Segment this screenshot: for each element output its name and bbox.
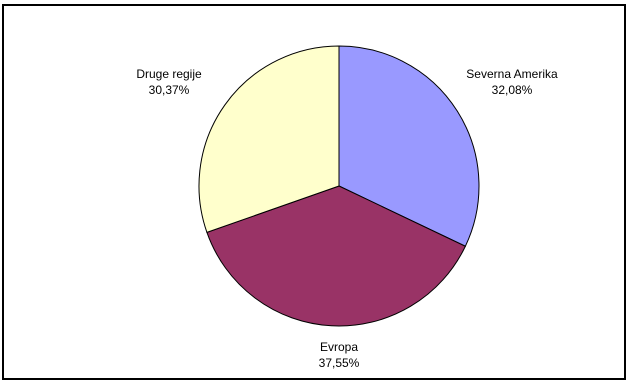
pie-slice-0	[338, 45, 480, 247]
pie-slice-2	[198, 45, 340, 233]
chart-area: Severna Amerika 32,08% Evropa 37,55% Druge r…	[2, 4, 626, 380]
slice-value-label-2: 30,37%	[149, 83, 190, 97]
slice-label-2: Druge regije	[136, 67, 202, 81]
slice-label-0: Severna Amerika	[466, 67, 558, 81]
slice-value-label-0: 32,08%	[492, 83, 533, 97]
slice-label-1: Evropa	[320, 340, 358, 354]
pie-slice-1	[206, 185, 467, 327]
pie-chart: Severna Amerika 32,08% Evropa 37,55% Druge r…	[136, 45, 558, 370]
slice-value-label-1: 37,55%	[319, 356, 360, 370]
